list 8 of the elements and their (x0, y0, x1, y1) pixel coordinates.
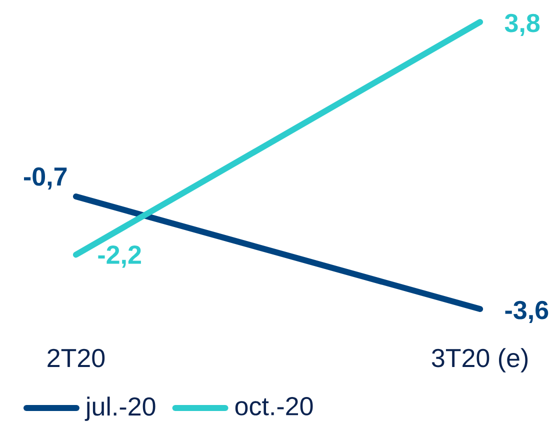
legend-label: jul.-20 (84, 396, 156, 421)
data-label: -0,7 (24, 167, 67, 190)
data-label: 3,8 (504, 14, 540, 36)
data-label: -3,6 (505, 300, 548, 324)
data-label: -2,2 (98, 246, 141, 268)
legend-label: oct.-20 (235, 396, 313, 416)
x-tick-label: 2T20 (48, 348, 105, 368)
x-tick-label: 3T20 (e) (432, 348, 528, 372)
